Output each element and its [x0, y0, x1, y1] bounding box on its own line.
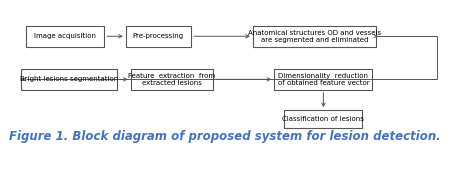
Bar [126, 26, 191, 47]
Bar [284, 110, 362, 128]
Text: Image acquisition: Image acquisition [34, 33, 96, 39]
Text: Bright lesions segmentation: Bright lesions segmentation [20, 76, 118, 82]
Bar [253, 26, 376, 47]
Text: Figure 1. Block diagram of proposed system for lesion detection.: Figure 1. Block diagram of proposed syst… [9, 130, 441, 143]
Text: Classification of lesions: Classification of lesions [283, 116, 364, 122]
Bar [131, 69, 213, 90]
Text: Pre-processing: Pre-processing [133, 33, 184, 39]
Text: Dimensionality  reduction
of obtained feature vector: Dimensionality reduction of obtained fea… [278, 73, 369, 86]
Text: Anatomical structures OD and vessels
are segmented and eliminated: Anatomical structures OD and vessels are… [248, 30, 381, 43]
Bar [21, 69, 117, 90]
Bar [26, 26, 104, 47]
Text: Feature  extraction  from
extracted lesions: Feature extraction from extracted lesion… [128, 73, 215, 86]
Bar [274, 69, 372, 90]
